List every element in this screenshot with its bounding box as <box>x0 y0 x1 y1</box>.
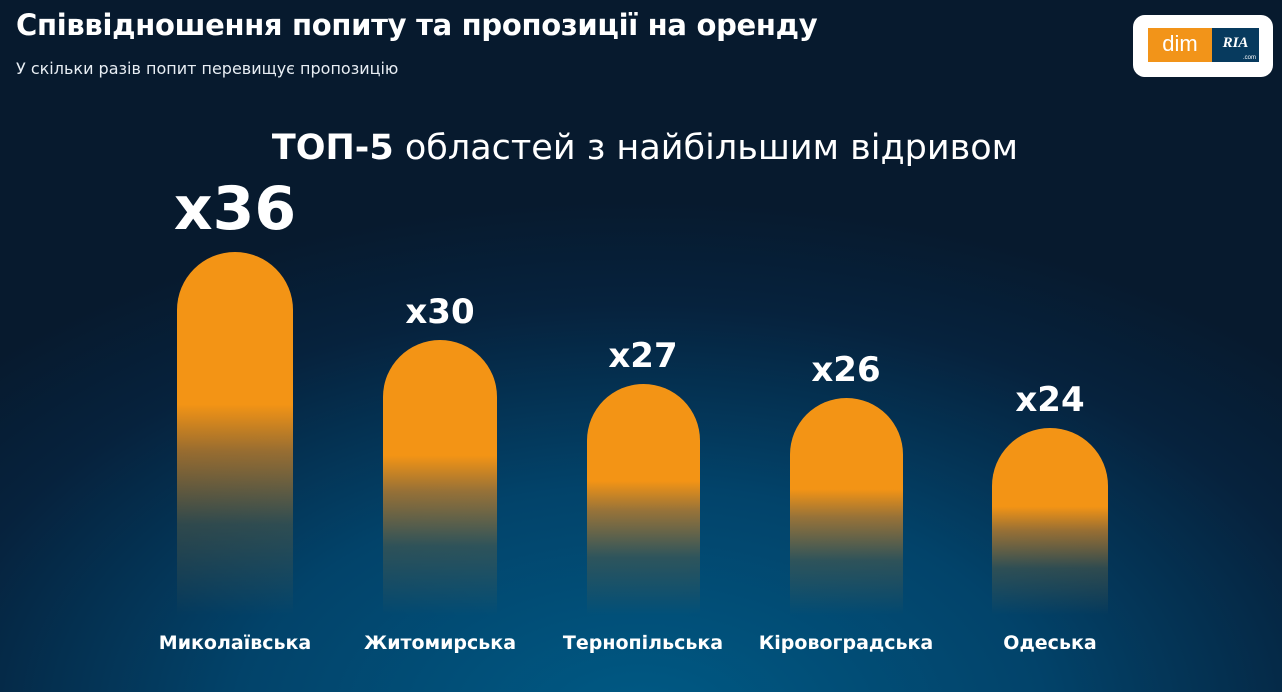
category-label: Миколаївська <box>158 632 312 654</box>
value-label: x24 <box>1015 379 1085 420</box>
bar-2 <box>586 383 700 615</box>
category-label: Одеська <box>1003 632 1097 654</box>
logo-ria: RIA .com <box>1212 28 1259 62</box>
dimria-logo: dim RIA .com <box>1133 15 1273 77</box>
bar-0 <box>177 252 293 615</box>
value-label: x30 <box>405 292 475 332</box>
chart-title: ТОП-5 областей з найбільшим відривом <box>0 128 1282 168</box>
page-subtitle: У скільки разів попит перевищує пропозиц… <box>16 59 399 78</box>
bar-3 <box>789 398 903 615</box>
category-label: Тернопільська <box>562 632 724 654</box>
chart-title-bold: ТОП-5 <box>271 128 394 168</box>
chart-title-rest: областей з найбільшим відривом <box>404 128 1019 168</box>
bar-4 <box>992 427 1108 615</box>
value-label: x36 <box>173 174 297 245</box>
value-label: x26 <box>811 350 881 391</box>
category-label: Кіровоградська <box>758 632 934 654</box>
value-label: x27 <box>608 335 678 376</box>
category-label: Житомирська <box>363 632 517 654</box>
page-title: Співвідношення попиту та пропозиції на о… <box>16 8 818 42</box>
logo-dim: dim <box>1148 28 1212 62</box>
bar-1 <box>383 340 497 615</box>
